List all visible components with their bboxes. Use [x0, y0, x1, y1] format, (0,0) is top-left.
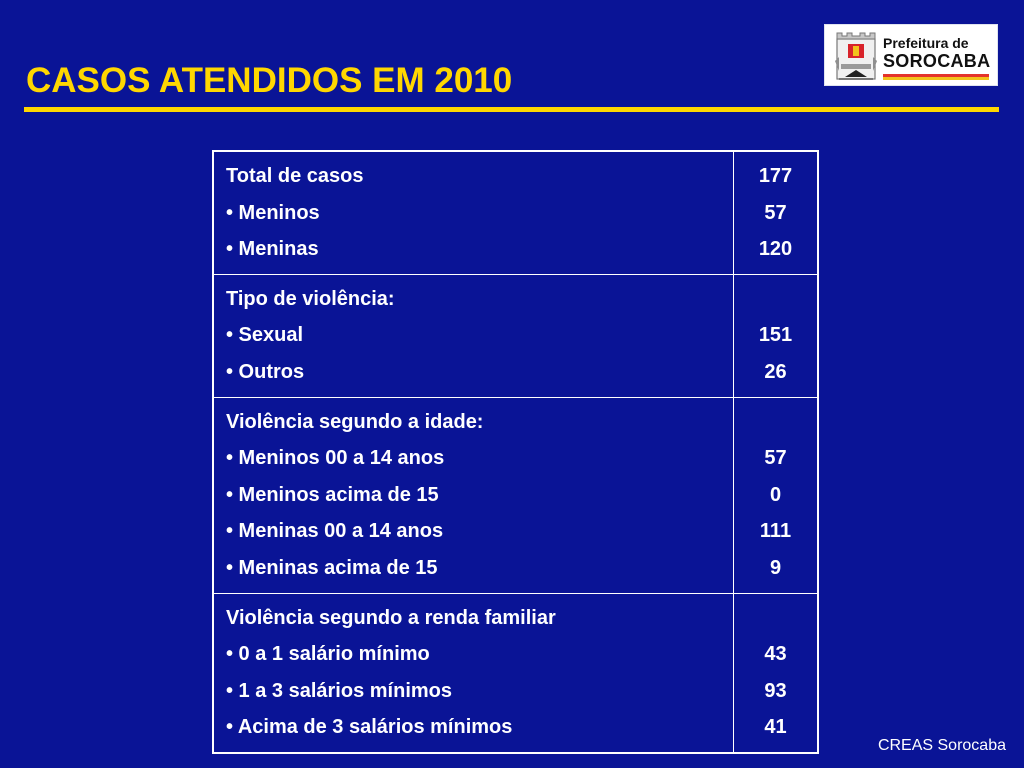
section-heading: Total de casos [226, 165, 364, 187]
list-item-value: 120 [758, 238, 793, 261]
section-heading-value [738, 600, 813, 637]
list-item-label: • 0 a 1 salário mínimo [226, 643, 430, 666]
section-values: 57 0 111 9 [733, 396, 819, 594]
section-labels: Total de casos • Meninos • Meninas [212, 150, 734, 275]
list-item-value: 0 [769, 483, 782, 506]
list-item-value: 41 [764, 716, 787, 739]
list-item-value: 57 [764, 447, 787, 470]
list-item-label: • Outros [226, 360, 305, 383]
table-row: Tipo de violência: • Sexual • Outros 151… [212, 273, 819, 398]
table-row: Total de casos • Meninos • Meninas 177 5… [212, 150, 819, 275]
slide-title: CASOS ATENDIDOS EM 2010 [26, 61, 513, 100]
section-labels: Tipo de violência: • Sexual • Outros [212, 273, 734, 398]
section-values: 151 26 [733, 273, 819, 398]
list-item-label: • Meninas [226, 238, 319, 261]
footer-credit: CREAS Sorocaba [877, 737, 1006, 754]
table-row: Violência segundo a renda familiar • 0 a… [212, 592, 819, 754]
logo-line-1: Prefeitura de [883, 35, 969, 51]
list-item-value: 93 [764, 679, 787, 702]
list-item-value: 43 [764, 643, 787, 666]
section-values: 43 93 41 [733, 592, 819, 754]
logo-stripes [883, 74, 989, 80]
list-item-label: • Acima de 3 salários mínimos [226, 716, 513, 739]
section-heading-value [738, 404, 813, 441]
section-heading: Violência segundo a idade: [226, 410, 484, 433]
list-item-label: • Meninos 00 a 14 anos [226, 447, 445, 470]
section-labels: Violência segundo a idade: • Meninos 00 … [212, 396, 734, 594]
list-item-label: • Meninos acima de 15 [226, 483, 439, 506]
city-logo: Prefeitura de SOROCABA [824, 24, 998, 86]
list-item-value: 151 [758, 324, 793, 347]
section-labels: Violência segundo a renda familiar • 0 a… [212, 592, 734, 754]
logo-line-2: SOROCABA [883, 51, 991, 71]
list-item-value: 9 [769, 556, 782, 579]
title-underline [24, 107, 999, 112]
list-item-label: • Meninas 00 a 14 anos [226, 520, 444, 543]
section-heading: Tipo de violência: [226, 287, 395, 310]
list-item-value: 111 [759, 520, 792, 543]
list-item-value: 57 [764, 201, 787, 224]
section-values: 177 57 120 [733, 150, 819, 275]
cases-table: Total de casos • Meninos • Meninas 177 5… [212, 150, 819, 754]
list-item-value: 26 [764, 360, 787, 383]
list-item-label: • Meninas acima de 15 [226, 556, 438, 579]
section-heading-value: 177 [758, 165, 793, 187]
section-heading: Violência segundo a renda familiar [226, 606, 556, 629]
table-row: Violência segundo a idade: • Meninos 00 … [212, 396, 819, 594]
list-item-label: • Meninos [226, 201, 320, 224]
list-item-label: • 1 a 3 salários mínimos [226, 679, 452, 702]
section-heading-value [738, 281, 813, 318]
list-item-label: • Sexual [226, 324, 304, 347]
logo-wordmark: Prefeitura de SOROCABA [883, 36, 990, 70]
city-coat-of-arms-icon [835, 32, 877, 80]
